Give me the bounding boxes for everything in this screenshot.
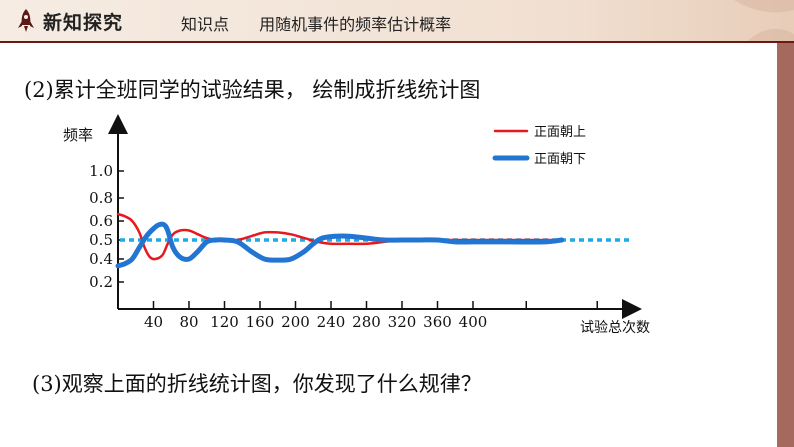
x-tick-label: 120: [210, 313, 239, 331]
y-tick-label: 0.2: [89, 273, 113, 291]
legend-item-2: 正面朝下: [492, 152, 586, 167]
x-tick-label: 80: [179, 313, 198, 331]
y-tick-label: 0.5: [89, 231, 113, 249]
x-tick-240: 240: [317, 301, 346, 331]
question-2: (2)累计全班同学的试验结果， 绘制成折线统计图: [24, 78, 481, 102]
x-axis-label: 试验总次数: [580, 320, 650, 336]
x-tick-400: 400: [459, 301, 488, 331]
y-tick-label: 1.0: [89, 162, 113, 180]
content-area: [0, 43, 777, 447]
y-tick-0.6: 0.6: [89, 212, 124, 230]
y-tick-label: 0.4: [89, 250, 113, 268]
x-tick-360: 360: [423, 301, 452, 331]
y-tick-label: 0.6: [89, 212, 113, 230]
x-tick-160: 160: [246, 301, 275, 331]
x-tick-label: 360: [423, 313, 452, 331]
x-tick-label: 280: [352, 313, 381, 331]
x-tick-80: 80: [179, 301, 199, 331]
legend-label: 正面朝上: [534, 125, 586, 140]
x-tick-200: 200: [281, 301, 310, 331]
x-tick-280: 280: [352, 301, 381, 331]
legend-label: 正面朝下: [534, 152, 586, 167]
question-3: (3)观察上面的折线统计图，你发现了什么规律？: [32, 372, 482, 396]
series-group: [115, 212, 565, 269]
y-tick-label: 0.8: [89, 189, 113, 207]
header-divider: [0, 41, 794, 43]
x-tick-120: 120: [210, 301, 239, 331]
topic-title: 知识点 用随机事件的频率估计概率: [181, 15, 452, 34]
y-tick-0.4: 0.4: [89, 250, 124, 268]
y-axis-label: 频率: [63, 126, 93, 144]
x-tick-label: 40: [144, 313, 163, 331]
side-band: [777, 43, 794, 447]
x-tick-320: 320: [388, 301, 417, 331]
x-tick-label: 200: [281, 313, 310, 331]
series-line-2: [115, 221, 565, 269]
y-tick-0.8: 0.8: [89, 189, 124, 207]
x-tick-40: 40: [144, 301, 163, 331]
x-tick-label: 400: [459, 313, 488, 331]
y-tick-0.2: 0.2: [89, 273, 124, 291]
x-tick-label: 240: [317, 313, 346, 331]
y-tick-group: 0.2 0.40.50.6 0.8 1.0: [89, 162, 124, 291]
x-tick-label: 320: [388, 313, 417, 331]
x-tick-label: 160: [246, 313, 275, 331]
section-title: 新知探究: [43, 12, 124, 34]
x-tick-group: 40 80 120 160 200 240 280 320 360 400: [144, 301, 598, 331]
rocket-icon: [18, 9, 34, 32]
y-tick-1.0: 1.0: [89, 162, 124, 180]
header-bar: [0, 0, 794, 41]
legend-item-1: 正面朝上: [493, 125, 586, 140]
